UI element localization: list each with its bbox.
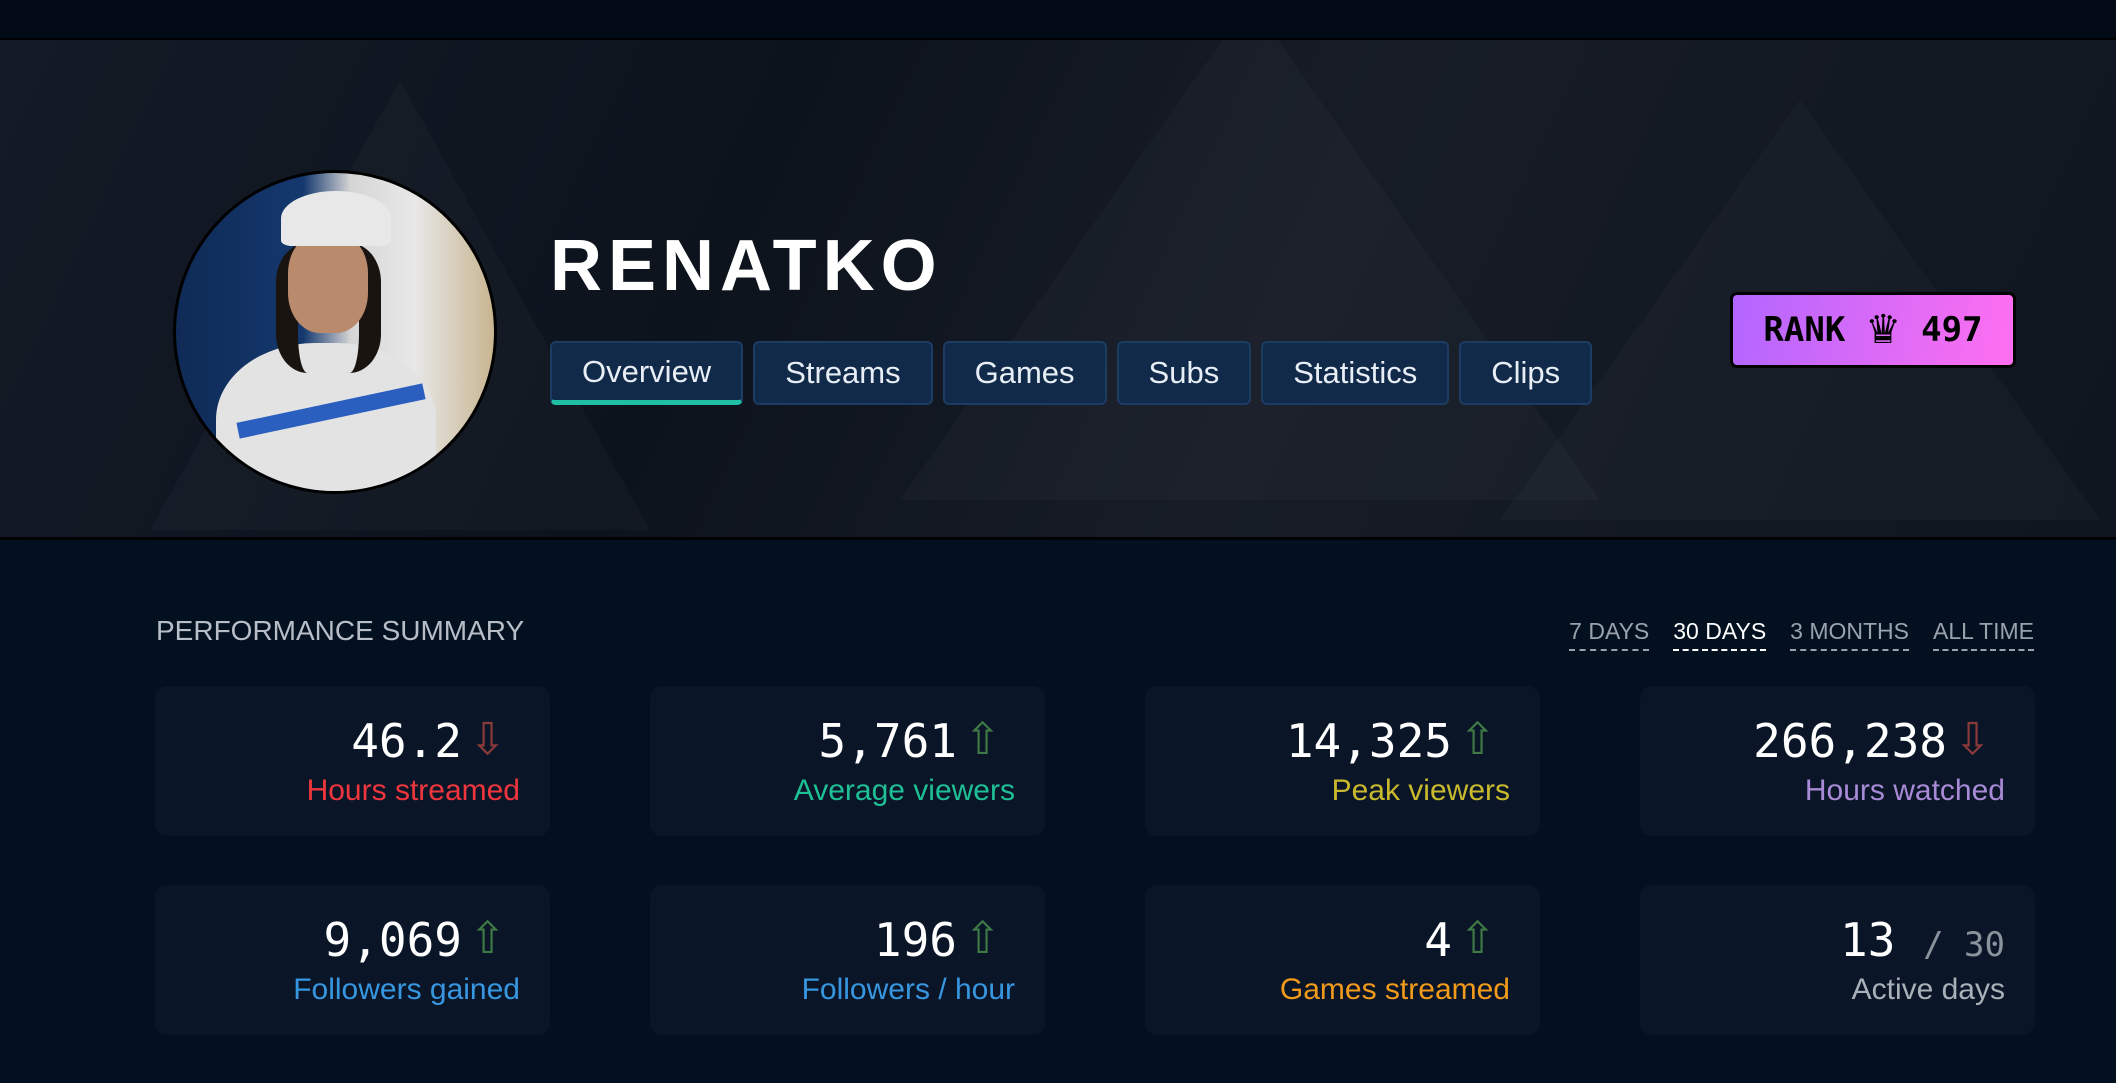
tab-subs[interactable]: Subs xyxy=(1116,341,1252,405)
stat-value: 4 xyxy=(1424,913,1452,967)
channel-header: RENATKO Overview Streams Games Subs Stat… xyxy=(0,40,2116,540)
stat-value: 196 xyxy=(873,913,957,967)
rank-value: 497 xyxy=(1921,310,1983,350)
stat-label: Hours streamed xyxy=(306,774,520,807)
stat-label: Average viewers xyxy=(793,774,1015,807)
channel-name: RENATKO xyxy=(550,226,943,306)
stat-value: 46.2 xyxy=(351,714,462,768)
stat-label: Followers / hour xyxy=(801,973,1015,1006)
period-7-days[interactable]: 7 DAYS xyxy=(1569,618,1650,651)
period-selector: 7 DAYS 30 DAYS 3 MONTHS ALL TIME xyxy=(1569,618,2034,651)
tab-statistics[interactable]: Statistics xyxy=(1261,341,1450,405)
tab-streams[interactable]: Streams xyxy=(753,341,933,405)
rank-label: RANK xyxy=(1763,310,1846,350)
rank-badge[interactable]: RANK ♛ 497 xyxy=(1730,292,2016,368)
channel-tabs: Overview Streams Games Subs Statistics C… xyxy=(550,341,1593,405)
arrow-up-icon: ⇧ xyxy=(1459,714,1496,765)
stat-value: 14,325 xyxy=(1285,714,1452,768)
top-bar xyxy=(0,0,2116,40)
stat-label: Active days xyxy=(1851,973,2005,1006)
arrow-up-icon: ⇧ xyxy=(1459,913,1496,964)
stat-card: 46.2 ⇩ Hours streamed xyxy=(155,686,550,836)
stat-card: 9,069 ⇧ Followers gained xyxy=(155,885,550,1035)
tab-clips[interactable]: Clips xyxy=(1459,341,1593,405)
stat-card: 5,761 ⇧ Average viewers xyxy=(650,686,1045,836)
arrow-down-icon: ⇩ xyxy=(469,714,506,765)
tab-overview[interactable]: Overview xyxy=(550,341,744,405)
arrow-down-icon: ⇩ xyxy=(1954,714,1991,765)
stat-card: 196 ⇧ Followers / hour xyxy=(650,885,1045,1035)
crown-icon: ♛ xyxy=(1865,307,1902,353)
stat-label: Followers gained xyxy=(293,973,520,1006)
stat-card: 14,325 ⇧ Peak viewers xyxy=(1145,686,1540,836)
period-30-days[interactable]: 30 DAYS xyxy=(1673,618,1767,651)
section-title: PERFORMANCE SUMMARY xyxy=(156,615,525,646)
period-3-months[interactable]: 3 MONTHS xyxy=(1790,618,1910,651)
stat-label: Peak viewers xyxy=(1331,774,1510,807)
tab-games[interactable]: Games xyxy=(942,341,1107,405)
stat-number: 13 xyxy=(1840,913,1896,967)
stat-value: 13 / 30 xyxy=(1840,913,2005,967)
avatar[interactable] xyxy=(173,170,497,494)
arrow-up-icon: ⇧ xyxy=(964,913,1001,964)
arrow-up-icon: ⇧ xyxy=(469,913,506,964)
stat-suffix: / 30 xyxy=(1923,925,2005,965)
stat-card: 4 ⇧ Games streamed xyxy=(1145,885,1540,1035)
stat-value: 5,761 xyxy=(818,714,957,768)
stat-value: 9,069 xyxy=(323,913,462,967)
stat-card: 266,238 ⇩ Hours watched xyxy=(1640,686,2035,836)
stat-value: 266,238 xyxy=(1753,714,1947,768)
arrow-up-icon: ⇧ xyxy=(964,714,1001,765)
period-all-time[interactable]: ALL TIME xyxy=(1933,618,2034,651)
stat-card: 13 / 30 Active days xyxy=(1640,885,2035,1035)
stat-label: Games streamed xyxy=(1279,973,1510,1006)
stat-label: Hours watched xyxy=(1804,774,2005,807)
